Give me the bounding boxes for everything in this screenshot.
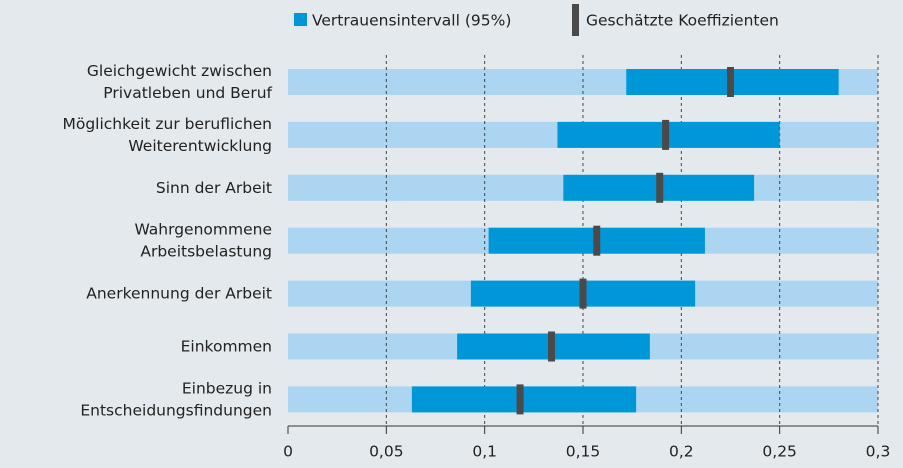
category-label-line: Weiterentwicklung — [128, 136, 272, 154]
x-tick-label: 0 — [283, 443, 293, 461]
x-tick-label: 0,25 — [762, 443, 797, 461]
legend-swatch — [572, 4, 579, 36]
estimate — [579, 278, 587, 309]
category-label: Einkommen — [181, 337, 272, 355]
category-label: Anerkennung der Arbeit — [86, 284, 272, 302]
estimate — [593, 225, 601, 256]
category-label-line: Arbeitsbelastung — [140, 242, 272, 260]
category-label-line: Sinn der Arbeit — [156, 178, 272, 196]
legend-label: Geschätzte Koeffizienten — [586, 12, 779, 30]
x-tick-label: 0,1 — [472, 443, 497, 461]
estimate — [662, 119, 670, 150]
category-label: Möglichkeit zur beruflichen Weiterentwick… — [62, 114, 272, 154]
category-label: Sinn der Arbeit — [156, 178, 272, 196]
category-label: Wahrgenommene Arbeitsbelastung — [134, 220, 272, 260]
category-label-line: Anerkennung der Arbeit — [86, 284, 272, 302]
category-label-line: Entscheidungsfindungen — [80, 401, 272, 419]
estimate — [656, 172, 664, 203]
x-tick-label: 0,3 — [866, 443, 891, 461]
category-label-line: Privatleben und Beruf — [103, 84, 272, 102]
category-label: Einbezug in Entscheidungsfindungen — [80, 379, 272, 419]
x-tick-label: 0,2 — [669, 443, 694, 461]
category-label: Gleichgewicht zwischen Privatleben und Be… — [87, 62, 273, 102]
category-label-line: Wahrgenommene — [134, 220, 272, 238]
estimate — [727, 67, 734, 97]
x-tick-label: 0,05 — [369, 443, 404, 461]
estimate — [548, 331, 556, 362]
legend-swatch — [294, 13, 307, 26]
confidence-interval — [411, 386, 637, 413]
legend-label: Vertrauensintervall (95%) — [312, 12, 511, 30]
category-label-line: Möglichkeit zur beruflichen — [62, 114, 272, 132]
category-label-line: Gleichgewicht zwischen — [87, 62, 272, 80]
category-label-line: Einkommen — [181, 337, 272, 355]
x-tick-label: 0,15 — [566, 443, 601, 461]
estimate — [516, 384, 524, 415]
category-label-line: Einbezug in — [182, 379, 272, 397]
